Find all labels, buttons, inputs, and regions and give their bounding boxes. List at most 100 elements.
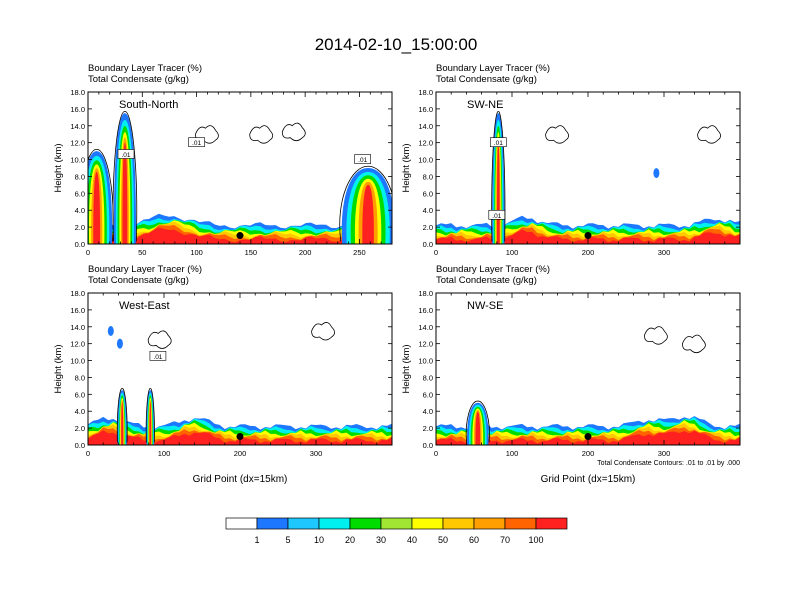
x-tick-label: 200 [299,248,312,257]
field-label-tracer: Boundary Layer Tracer (%) [436,63,550,74]
y-tick-label: 12.0 [418,139,433,148]
x-tick-label: 150 [245,248,258,257]
colorbar-swatch [380,517,413,530]
y-tick-label: 4.0 [75,407,85,416]
y-tick-label: 14.0 [418,122,433,131]
panel-2: Boundary Layer Tracer (%)Total Condensat… [401,63,741,257]
colorbar-label: 40 [407,535,417,545]
panel-title: West-East [119,300,170,312]
x-tick-label: 200 [582,449,595,458]
colorbar-swatch [411,517,444,530]
colorbar-swatch [318,517,351,530]
contour-label-box [149,351,167,361]
location-marker [584,433,592,441]
panel-title: NW-SE [467,300,503,312]
y-tick-label: 10.0 [418,357,433,366]
contour-label: .01 [153,354,162,361]
colorbar-label: 50 [438,535,448,545]
contour-label-box [488,209,506,220]
x-tick-label: 50 [138,248,146,257]
contour-label-box [490,137,507,147]
x-tick-label: 200 [582,248,595,257]
condensate-contour [116,387,128,443]
y-axis-label: Height (km) [53,344,64,393]
y-tick-label: 12.0 [70,139,85,148]
plot-area [88,92,392,244]
y-tick-label: 2.0 [423,424,433,433]
location-marker [236,232,244,240]
figure-title: 2014-02-10_15:00:00 [315,35,478,54]
y-tick-label: 18.0 [418,289,433,298]
condensate-contour [545,125,569,144]
colorbar-swatch [535,517,568,530]
x-tick-label: 250 [353,248,366,257]
y-tick-label: 2.0 [75,424,85,433]
field-label-condensate: Total Condensate (g/kg) [436,74,537,85]
y-tick-label: 10.0 [70,357,85,366]
panel-3: Boundary Layer Tracer (%)Total Condensat… [53,264,393,485]
y-tick-label: 18.0 [418,88,433,97]
x-tick-label: 300 [658,449,671,458]
x-tick-label: 0 [86,449,90,458]
y-tick-label: 8.0 [423,373,433,382]
x-tick-label: 300 [310,449,323,458]
contour-label-box [117,149,135,159]
y-tick-label: 8.0 [75,172,85,181]
colorbar-label: 20 [345,535,355,545]
panel-4: Boundary Layer Tracer (%)Total Condensat… [401,264,741,485]
y-tick-label: 10.0 [418,156,433,165]
colorbar-swatch [225,517,258,530]
y-tick-label: 16.0 [70,306,85,315]
colorbar: 1 5 10 20 30 40 50 60 70 100 [225,517,568,545]
field-label-condensate: Total Condensate (g/kg) [436,275,537,286]
y-tick-label: 18.0 [70,88,85,97]
x-tick-label: 200 [234,449,247,458]
colorbar-swatch [287,517,320,530]
x-tick-label: 100 [158,449,171,458]
colorbar-label: 10 [314,535,324,545]
y-tick-label: 4.0 [423,407,433,416]
condensate-contour [681,334,706,354]
location-marker [584,232,592,240]
plume-ring [475,411,481,445]
location-marker [236,433,244,441]
colorbar-label: 30 [376,535,386,545]
colorbar-swatch [473,517,506,530]
x-tick-label: 0 [86,248,90,257]
y-tick-label: 0.0 [423,441,433,450]
y-tick-label: 4.0 [75,206,85,215]
contour-label: .01 [121,152,130,159]
field-label-tracer: Boundary Layer Tracer (%) [436,264,550,275]
x-tick-label: 0 [434,248,438,257]
colorbar-label: 1 [254,535,259,545]
field-label-condensate: Total Condensate (g/kg) [88,275,189,286]
contour-label: .01 [358,157,367,164]
y-tick-label: 10.0 [70,156,85,165]
condensate-contour [249,125,274,144]
y-axis-label: Height (km) [401,143,412,192]
y-tick-label: 14.0 [70,122,85,131]
plot-area [88,293,392,445]
condensate-contour [88,148,114,242]
contour-info: Total Condensate Contours: .01 to .01 by… [597,460,740,467]
plume-ring [121,402,124,445]
y-tick-label: 2.0 [75,223,85,232]
y-tick-label: 4.0 [423,206,433,215]
contour-label-box [354,154,371,164]
panel-1: Boundary Layer Tracer (%)Total Condensat… [53,63,393,257]
condensate-contour [465,400,490,443]
y-tick-label: 14.0 [70,323,85,332]
y-tick-label: 6.0 [423,390,433,399]
y-tick-label: 8.0 [75,373,85,382]
x-tick-label: 100 [190,248,203,257]
condensate-contour [491,110,506,242]
condensate-contour [147,330,172,349]
field-label-tracer: Boundary Layer Tracer (%) [88,264,202,275]
field-label-tracer: Boundary Layer Tracer (%) [88,63,202,74]
condensate-contour [281,122,306,142]
y-tick-label: 16.0 [70,105,85,114]
colorbar-label: 5 [285,535,290,545]
condensate-contour [311,322,335,341]
y-tick-label: 2.0 [423,223,433,232]
tracer-patch [116,338,123,349]
